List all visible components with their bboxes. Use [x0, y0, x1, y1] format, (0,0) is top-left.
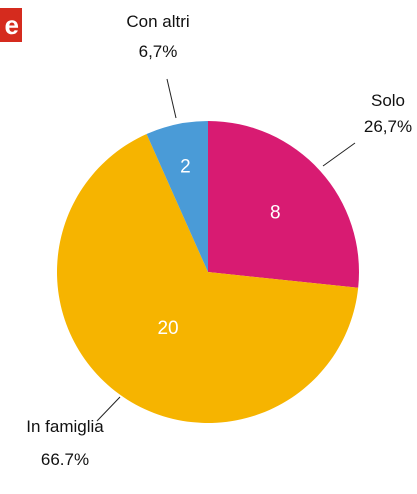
- pie-slice-in-famiglia: [57, 134, 359, 424]
- slice-percent-con-altri: 6,7%: [139, 42, 178, 61]
- leader-line-in-famiglia: [96, 396, 121, 422]
- slice-value-labels: 8 20 2: [157, 157, 280, 339]
- pie-slices: [57, 121, 359, 424]
- slice-value-con-altri: 2: [180, 157, 191, 178]
- slice-label-con-altri: Con altri: [126, 12, 189, 31]
- slice-value-in-famiglia: 20: [157, 318, 178, 339]
- slice-percent-solo: 26,7%: [364, 117, 412, 136]
- slice-label-in-famiglia: In famiglia: [26, 417, 104, 436]
- slice-category-labels: Solo 26,7% In famiglia 66.7% Con altri 6,7%: [26, 12, 412, 469]
- slice-value-solo: 8: [270, 202, 281, 223]
- pie-slice-con-altri: [146, 121, 208, 272]
- leader-lines: [96, 78, 356, 422]
- slice-label-solo: Solo: [371, 91, 405, 110]
- brand-logo-fragment: e: [0, 8, 22, 42]
- slice-percent-in-famiglia: 66.7%: [41, 450, 89, 469]
- pie-slice-solo: [208, 121, 359, 288]
- leader-line-con-altri: [166, 78, 177, 119]
- leader-line-solo: [322, 142, 356, 167]
